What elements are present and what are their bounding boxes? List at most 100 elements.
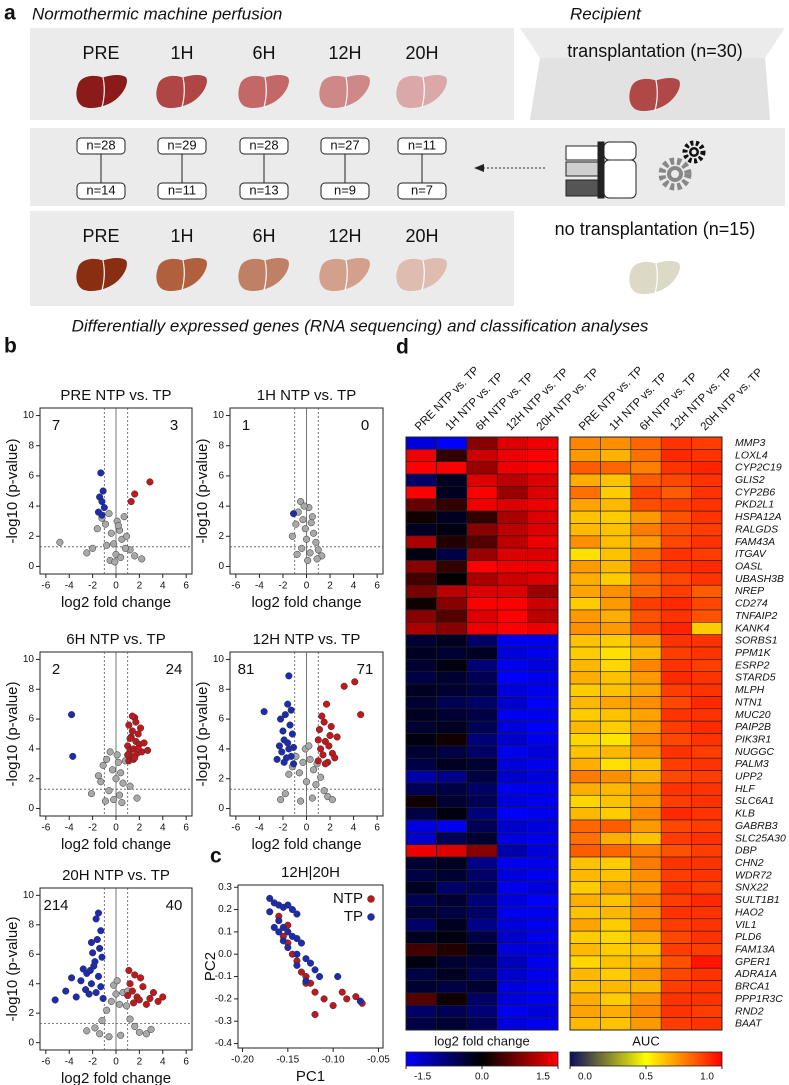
heat-cell (569, 794, 601, 808)
heat-cell (405, 597, 437, 611)
heat-cell (660, 523, 692, 537)
point (125, 966, 133, 975)
point (311, 1010, 319, 1019)
row-label: CYP2C19 (735, 462, 782, 474)
heat-cell (466, 696, 498, 710)
point (311, 966, 319, 974)
colorbar (569, 1051, 723, 1067)
count-label: n=11 (168, 182, 196, 197)
classifier-icon (565, 141, 637, 199)
heat-cell (405, 782, 437, 796)
row-label: MMP3 (735, 437, 765, 449)
heat-cell (600, 992, 632, 1006)
heat-cell (496, 720, 528, 734)
heat-cell (527, 436, 559, 450)
count-up: 71 (357, 661, 374, 678)
point (131, 490, 139, 498)
point (87, 938, 95, 947)
heat-cell (436, 1017, 468, 1031)
heat-cell (569, 992, 601, 1006)
count-label: n=9 (334, 182, 356, 197)
heat-cell (691, 757, 723, 771)
point (97, 927, 105, 935)
heat-cell (405, 510, 437, 524)
heat-cell (405, 869, 437, 883)
heat-cell (436, 881, 468, 895)
point (310, 529, 318, 537)
y-tick-label: 2 (28, 1008, 34, 1019)
heat-cell (496, 807, 528, 821)
heat-cell (630, 597, 662, 611)
heat-cell (569, 807, 601, 821)
heat-cell (691, 622, 723, 635)
x-tick-label: -6 (41, 581, 50, 592)
heat-cell (527, 634, 559, 648)
colorbar-label: log2 fold change (434, 1033, 529, 1048)
heat-cell (436, 634, 468, 648)
y-axis-label: -log10 (p-value) (4, 438, 21, 543)
heat-cell (405, 733, 437, 747)
heat-cell (630, 560, 662, 574)
row-label: CD274 (735, 598, 768, 610)
heat-cell (496, 486, 528, 500)
heat-cell (405, 671, 437, 685)
heat-cell (600, 646, 632, 660)
point (290, 760, 298, 768)
point (105, 787, 113, 795)
point (288, 906, 296, 914)
heat-cell (405, 770, 437, 784)
point (308, 794, 316, 802)
heat-cell (660, 844, 692, 858)
heat-cell (496, 918, 528, 932)
x-tick-label: 6 (183, 581, 189, 592)
x-axis-label: log2 fold change (61, 594, 171, 611)
point (129, 999, 138, 1007)
point (301, 525, 309, 533)
heat-cell (527, 473, 559, 487)
row-label: WDR72 (735, 869, 772, 881)
point (290, 743, 298, 751)
point (115, 1000, 124, 1008)
point (83, 1027, 91, 1035)
heat-cell (436, 856, 468, 870)
heat-cell (600, 881, 632, 895)
point (320, 995, 328, 1003)
heat-cell (527, 757, 559, 771)
point (110, 796, 118, 804)
heat-cell (527, 844, 559, 858)
y-tick-label: 0.2 (218, 904, 232, 915)
point (56, 538, 64, 546)
y-tick-label: 8 (218, 684, 224, 695)
y-tick-label: 4 (218, 744, 224, 755)
point (315, 725, 323, 734)
heat-cell (496, 733, 528, 747)
heat-cell (496, 893, 528, 907)
point (279, 937, 287, 945)
point (288, 730, 296, 738)
heat-cell (496, 609, 528, 623)
heat-cell (569, 733, 601, 747)
heat-cell (630, 1004, 662, 1018)
point (306, 755, 314, 763)
y-tick-label: 8 (218, 440, 224, 451)
heat-cell (496, 683, 528, 697)
point (293, 910, 301, 918)
plot-title: PRE NTP vs. TP (60, 387, 171, 404)
point (125, 721, 133, 729)
heat-cell (569, 930, 601, 944)
heat-cell (600, 572, 632, 586)
heat-cell (466, 498, 498, 512)
point (293, 550, 301, 558)
heat-cell (569, 955, 601, 969)
y-tick-label: 4 (28, 978, 34, 989)
y-tick-label: 0 (28, 561, 34, 572)
x-tick-label: 2 (137, 1057, 143, 1068)
x-tick-label: 4 (351, 823, 357, 834)
heat-cell (630, 461, 662, 475)
point (105, 1033, 113, 1041)
y-tick-label: 2 (28, 773, 34, 784)
heat-cell (527, 930, 559, 944)
point (126, 980, 134, 988)
heat-cell (405, 794, 437, 808)
point (356, 997, 364, 1005)
